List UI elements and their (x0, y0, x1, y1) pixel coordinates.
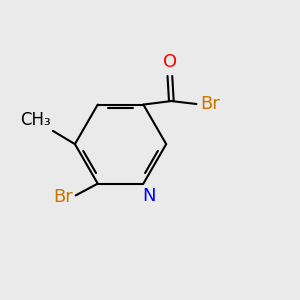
Text: Br: Br (53, 188, 73, 206)
Text: CH₃: CH₃ (20, 111, 50, 129)
Text: O: O (163, 53, 177, 71)
Text: Br: Br (200, 95, 220, 113)
Text: N: N (142, 187, 155, 205)
